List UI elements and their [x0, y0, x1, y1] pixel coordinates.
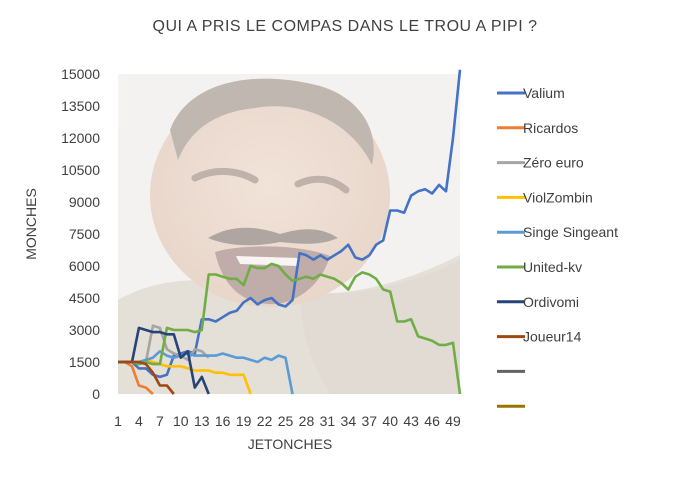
- legend-label: Ricardos: [523, 120, 578, 136]
- y-tick-label: 7500: [69, 226, 100, 242]
- series-line-singe-singeant: [118, 350, 294, 395]
- x-tick-label: 37: [361, 413, 377, 429]
- y-tick-label: 13500: [61, 98, 100, 114]
- x-tick-label: 25: [278, 413, 294, 429]
- axes: 0 1500 3000 4500 6000 7500 9000 10500 12000 13500…: [61, 66, 461, 429]
- x-tick-label: 49: [445, 413, 461, 429]
- series-line-joueur14: [118, 360, 175, 395]
- x-tick-label: 43: [403, 413, 419, 429]
- x-tick-label: 46: [424, 413, 440, 429]
- x-tick-label: 28: [299, 413, 315, 429]
- y-tick-label: 15000: [61, 66, 100, 82]
- y-tick-label: 1500: [69, 354, 100, 370]
- x-tick-label: 7: [156, 413, 164, 429]
- x-tick-label: 16: [215, 413, 231, 429]
- y-tick-label: 10500: [61, 162, 100, 178]
- legend-label: Singe Singeant: [523, 224, 618, 240]
- series-line-valium: [118, 69, 462, 379]
- chart-title: QUI A PRIS LE COMPAS DANS LE TROU A PIPI…: [153, 18, 538, 35]
- background-photo: [118, 74, 460, 394]
- legend-label: Joueur14: [523, 329, 582, 345]
- y-tick-label: 9000: [69, 194, 100, 210]
- x-tick-label: 31: [320, 413, 336, 429]
- x-tick-label: 4: [135, 413, 143, 429]
- y-axis-label: MONCHES: [23, 188, 39, 260]
- y-tick-label: 12000: [61, 130, 100, 146]
- x-tick-label: 40: [382, 413, 398, 429]
- legend-label: Valium: [523, 85, 565, 101]
- legend-label: Zéro euro: [523, 155, 584, 171]
- x-tick-label: 1: [114, 413, 122, 429]
- y-tick-label: 3000: [69, 322, 100, 338]
- legend: Valium Ricardos Zéro euro ViolZombin Singe S…: [497, 85, 618, 408]
- series-layer: [118, 69, 462, 395]
- legend-label: ViolZombin: [523, 189, 593, 205]
- y-tick-label: 6000: [69, 258, 100, 274]
- legend-label: United-kv: [523, 259, 582, 275]
- x-tick-label: 34: [341, 413, 357, 429]
- x-tick-label: 13: [194, 413, 210, 429]
- series-line-united-kv: [118, 262, 462, 395]
- x-axis-label: JETONCHES: [248, 436, 333, 452]
- x-tick-label: 10: [173, 413, 189, 429]
- x-tick-label: 19: [236, 413, 252, 429]
- y-tick-label: 4500: [69, 290, 100, 306]
- y-tick-label: 0: [92, 386, 100, 402]
- series-line-ordivomi: [118, 326, 210, 395]
- x-tick-label: 22: [257, 413, 273, 429]
- legend-label: Ordivomi: [523, 294, 579, 310]
